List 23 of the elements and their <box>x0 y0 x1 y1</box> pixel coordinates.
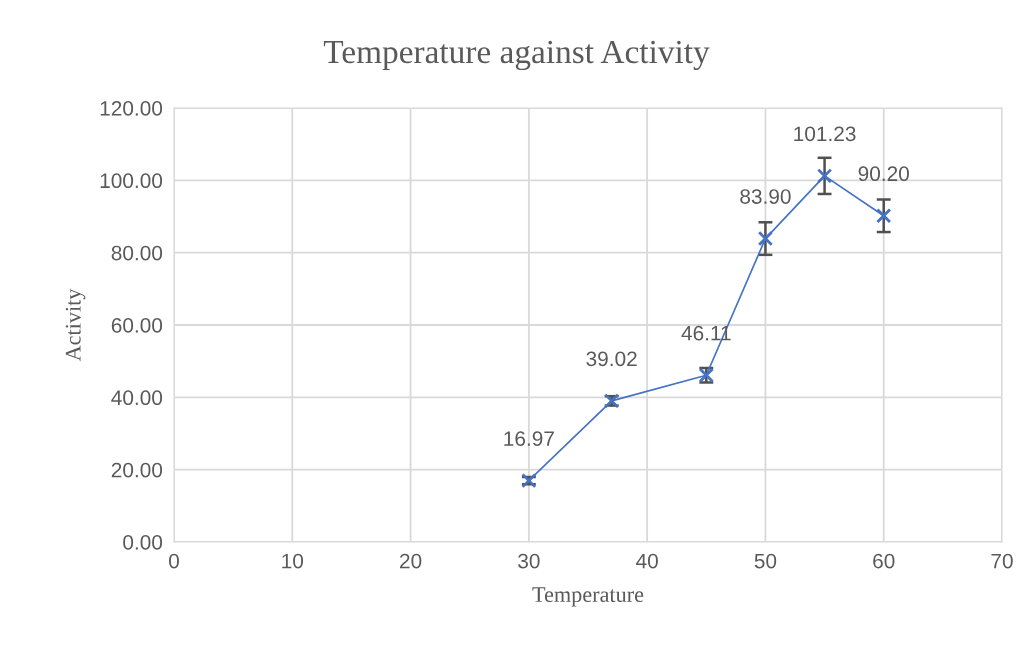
chart-title: Temperature against Activity <box>323 40 710 71</box>
x-tick-label: 30 <box>518 553 540 569</box>
y-tick-label: 100.00 <box>100 173 163 189</box>
x-tick-label: 0 <box>169 553 179 569</box>
x-tick-label: 70 <box>991 553 1013 569</box>
data-label: 83.90 <box>740 189 791 204</box>
y-tick-label: 80.00 <box>111 245 163 261</box>
x-tick-label: 20 <box>400 553 422 569</box>
data-label: 90.20 <box>858 166 909 182</box>
y-tick-label: 120.00 <box>100 101 163 116</box>
y-tick-label: 60.00 <box>111 318 163 333</box>
data-label: 101.23 <box>794 126 856 142</box>
y-axis-title: Activity <box>65 288 86 362</box>
y-tick-label: 20.00 <box>111 462 163 478</box>
y-tick-label: 40.00 <box>111 390 163 406</box>
data-label: 16.97 <box>504 431 554 446</box>
y-tick-label: 0.00 <box>123 535 163 550</box>
x-tick-label: 60 <box>873 553 895 569</box>
x-axis-title: Temperature <box>532 587 644 607</box>
data-label: 39.02 <box>586 351 637 367</box>
x-tick-label: 40 <box>636 553 658 569</box>
x-tick-label: 10 <box>282 553 304 569</box>
x-tick-label: 50 <box>754 553 777 569</box>
